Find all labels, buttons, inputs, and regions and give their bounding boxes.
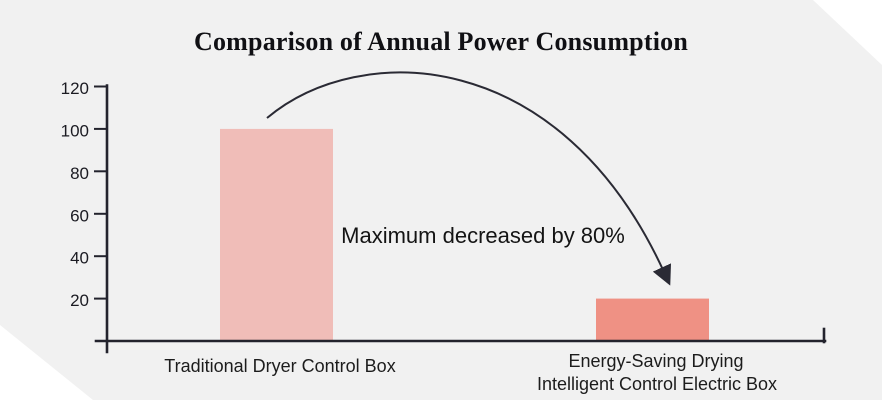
y-tick-label: 60 bbox=[70, 206, 89, 225]
category-label-traditional: Traditional Dryer Control Box bbox=[164, 356, 395, 376]
page: Comparison of Annual Power Consumption 1… bbox=[0, 0, 882, 400]
category-label-energy-line2: Intelligent Control Electric Box bbox=[537, 374, 777, 394]
bar-energy-saving bbox=[596, 299, 709, 341]
bar-traditional-dryer bbox=[220, 129, 333, 341]
bar-chart-svg: 120 100 80 60 40 20 Maximum decreased by… bbox=[0, 0, 882, 400]
annotation-text: Maximum decreased by 80% bbox=[341, 223, 625, 248]
y-tick-label: 40 bbox=[70, 249, 89, 268]
y-tick-label: 20 bbox=[70, 291, 89, 310]
y-tick-label: 100 bbox=[61, 121, 89, 140]
y-tick-label: 120 bbox=[61, 79, 89, 98]
category-label-energy-line1: Energy-Saving Drying bbox=[568, 351, 743, 371]
y-tick-label: 80 bbox=[70, 164, 89, 183]
